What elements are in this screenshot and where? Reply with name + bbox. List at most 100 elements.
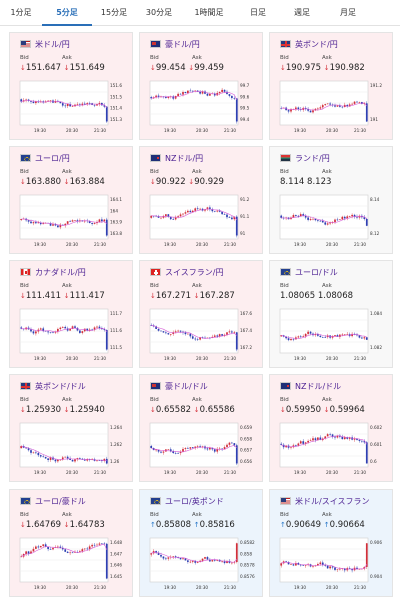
- candle: [334, 105, 336, 107]
- candle: [172, 219, 175, 220]
- candle: [83, 328, 86, 332]
- pair-link[interactable]: 豪ドル/円: [165, 39, 200, 49]
- flag-icon: [280, 382, 291, 390]
- timeframe-tabs: 1分足 5分足 15分足 30分足 1時間足 日足 週足 月足: [0, 0, 400, 26]
- candle: [88, 103, 91, 104]
- pair-link[interactable]: 米ドル/スイスフラン: [295, 496, 370, 506]
- y-tick-label: 91.2: [240, 197, 250, 202]
- currency-card[interactable]: ユーロ/豪ドル Bid Ask ↓1.64769 ↓1.64783 1.648 1.647…: [9, 489, 133, 597]
- candle: [169, 216, 172, 220]
- mini-candlestick-chart: 191.2 191 19:30 20:30 21:30: [276, 79, 390, 137]
- pair-link[interactable]: NZドル/ドル: [295, 381, 342, 391]
- candle: [66, 103, 69, 107]
- tab-daily[interactable]: 日足: [250, 8, 266, 17]
- candle: [189, 210, 192, 213]
- candle: [285, 445, 287, 448]
- x-tick-label: 21:30: [224, 128, 236, 133]
- candle: [299, 564, 302, 566]
- candle: [297, 215, 300, 217]
- candle: [336, 335, 339, 337]
- mini-candlestick-chart: 151.6 151.5 151.4 151.3 19:30 20:30 21:30: [16, 79, 130, 137]
- candle: [42, 223, 45, 225]
- y-tick-label: 99.6: [240, 94, 250, 99]
- candle: [71, 106, 74, 107]
- moving-average-line: [21, 218, 107, 226]
- candle: [69, 328, 71, 331]
- candle: [37, 453, 40, 456]
- candle: [81, 549, 84, 552]
- candle: [290, 338, 292, 341]
- x-tick-label: 20:30: [196, 356, 208, 361]
- x-tick-label: 21:30: [94, 585, 106, 590]
- currency-card[interactable]: ユーロ/円 Bid Ask ↓163.880 ↓163.884 164.1 164 163.…: [9, 146, 133, 254]
- pair-link[interactable]: スイスフラン/円: [165, 267, 224, 277]
- prices: ↓1.25930 ↓1.25940: [20, 405, 105, 415]
- currency-card[interactable]: スイスフラン/円 Bid Ask ↓167.271 ↓167.287 167.6 167.…: [139, 260, 263, 368]
- bid-price: 0.85808: [155, 520, 192, 530]
- ask-price: 1.08068: [317, 291, 354, 301]
- currency-card[interactable]: NZドル/ドル Bid Ask ↓0.59950 ↓0.59964 0.602 0.601…: [269, 374, 393, 482]
- currency-card[interactable]: NZドル/円 Bid Ask ↓90.922 ↓90.929 91.2 91.1 91 19:…: [139, 146, 263, 254]
- candle: [20, 219, 23, 220]
- pair-link[interactable]: 米ドル/円: [35, 39, 70, 49]
- tab-1hour[interactable]: 1時間足: [194, 8, 224, 17]
- currency-card[interactable]: 米ドル/円 Bid Ask ↓151.647 ↓151.649 151.6 151.5 15…: [9, 32, 133, 140]
- pair-link[interactable]: ユーロ/ドル: [295, 267, 338, 277]
- y-tick-label: 99.4: [240, 117, 250, 122]
- pair-link[interactable]: ユーロ/豪ドル: [35, 496, 86, 506]
- pair-link[interactable]: ランド/円: [295, 153, 330, 163]
- candle: [191, 336, 194, 339]
- prices: ↓1.64769 ↓1.64783: [20, 520, 105, 530]
- bid-label: Bid: [20, 283, 29, 289]
- ask-price: 190.982: [329, 63, 365, 73]
- tab-5min[interactable]: 5分足: [42, 0, 92, 26]
- candle: [363, 337, 366, 339]
- bid-label: Bid: [280, 55, 289, 61]
- pair-link[interactable]: ユーロ/円: [35, 153, 70, 163]
- pair-link[interactable]: 英ポンド/円: [295, 39, 338, 49]
- tab-15min[interactable]: 15分足: [100, 8, 128, 17]
- candle: [47, 100, 49, 102]
- tab-30min[interactable]: 30分足: [145, 8, 173, 17]
- card-title: 英ポンド/円: [280, 38, 338, 50]
- candle: [167, 96, 170, 98]
- y-tick-label: 0.904: [370, 574, 382, 579]
- candle: [103, 105, 106, 107]
- pair-link[interactable]: 英ポンド/ドル: [35, 381, 86, 391]
- pair-link[interactable]: カナダドル/円: [35, 267, 86, 277]
- pair-link[interactable]: 豪ドル/ドル: [165, 381, 208, 391]
- bid-label: Bid: [20, 55, 29, 61]
- candle: [81, 103, 84, 106]
- ask-label: Ask: [322, 512, 332, 518]
- candle: [37, 546, 40, 548]
- mini-candlestick-chart: 111.7 111.6 111.5 19:30 20:30 21:30: [16, 307, 130, 365]
- x-tick-label: 19:30: [164, 356, 176, 361]
- down-arrow-icon: ↓: [20, 178, 26, 186]
- currency-card[interactable]: 豪ドル/ドル Bid Ask ↓0.65582 ↓0.65586 0.659 0.658 0…: [139, 374, 263, 482]
- candle: [47, 331, 49, 333]
- candle: [162, 556, 165, 559]
- pair-link[interactable]: ユーロ/英ポンド: [165, 496, 224, 506]
- candle: [174, 95, 177, 99]
- down-arrow-icon: ↓: [193, 292, 200, 300]
- tab-weekly[interactable]: 週足: [294, 8, 310, 17]
- candle: [348, 437, 351, 439]
- candle: [280, 443, 283, 445]
- currency-card[interactable]: 米ドル/スイスフラン Bid Ask ↑0.90649 ↑0.90664 0.906 0.…: [269, 489, 393, 597]
- currency-card[interactable]: ユーロ/英ポンド Bid Ask ↑0.85808 ↑0.85816 0.8582 0.8…: [139, 489, 263, 597]
- currency-card[interactable]: 英ポンド/ドル Bid Ask ↓1.25930 ↓1.25940 1.264 1.262…: [9, 374, 133, 482]
- tab-1min[interactable]: 1分足: [10, 8, 32, 17]
- currency-card[interactable]: 豪ドル/円 Bid Ask ↓99.454 ↓99.459 99.7 99.6 99.5 99…: [139, 32, 263, 140]
- candle: [105, 330, 108, 350]
- currency-card[interactable]: ランド/円 Bid Ask 8.114 8.123 8.14 8.12 19:30 20:30…: [269, 146, 393, 254]
- up-arrow-icon: ↑: [150, 521, 156, 529]
- pair-link[interactable]: NZドル/円: [165, 153, 204, 163]
- currency-card[interactable]: カナダドル/円 Bid Ask ↓111.411 ↓111.417 111.7 111.6…: [9, 260, 133, 368]
- currency-card[interactable]: 英ポンド/円 Bid Ask ↓190.975 ↓190.982 191.2 191 19:…: [269, 32, 393, 140]
- tab-monthly[interactable]: 月足: [340, 8, 356, 17]
- currency-card[interactable]: ユーロ/ドル Bid Ask 1.08065 1.08068 1.084 1.082 19:…: [269, 260, 393, 368]
- mini-candlestick-chart: 0.659 0.658 0.657 0.656 19:30 20:30 21:30: [146, 421, 260, 479]
- bid-price: 151.647: [25, 63, 62, 73]
- ask-price: 0.85816: [199, 520, 235, 530]
- x-tick-label: 20:30: [196, 470, 208, 475]
